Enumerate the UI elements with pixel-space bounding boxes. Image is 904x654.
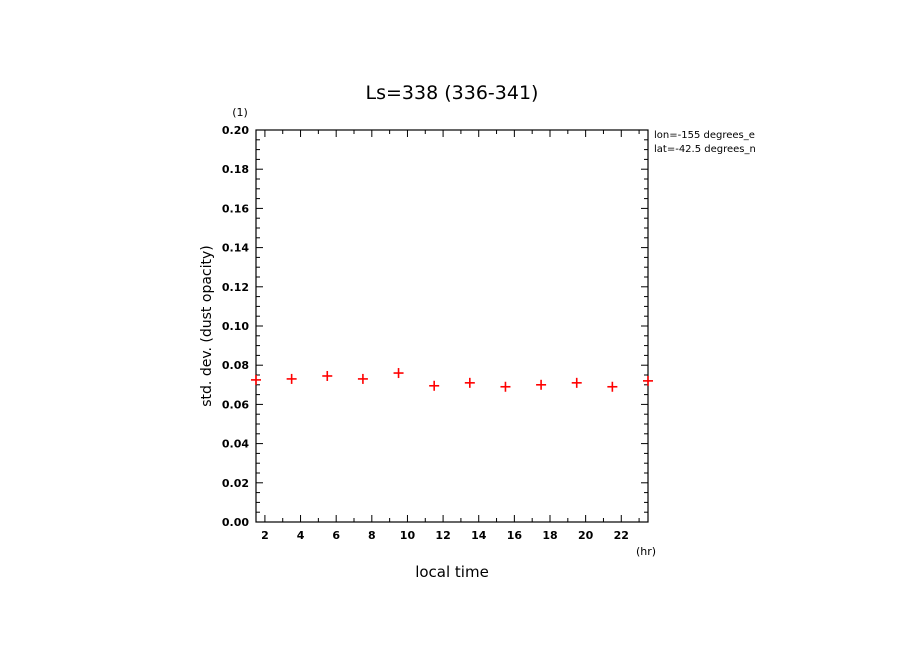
x-tick-label: 8 [368, 529, 376, 542]
data-points [251, 368, 653, 392]
data-point [429, 380, 440, 391]
data-point [500, 381, 511, 392]
data-point [251, 374, 261, 385]
x-tick-label: 10 [400, 529, 416, 542]
x-tick-label: 12 [435, 529, 450, 542]
data-point [643, 375, 653, 386]
x-tick-label: 18 [542, 529, 557, 542]
y-tick-label: 0.20 [222, 124, 249, 137]
y-tick-label: 0.06 [222, 398, 249, 411]
y-tick-label: 0.02 [222, 477, 249, 490]
x-tick-label: 22 [614, 529, 629, 542]
x-axis-label: local time [415, 563, 489, 581]
x-tick-label: 6 [332, 529, 340, 542]
chart-title: Ls=338 (336-341) [366, 82, 539, 104]
y-tick-label: 0.14 [222, 242, 249, 255]
y-tick-label: 0.00 [222, 516, 249, 529]
x-tick-label: 16 [507, 529, 523, 542]
y-tick-label: 0.18 [222, 163, 249, 176]
y-tick-label: 0.12 [222, 281, 249, 294]
data-point [357, 373, 368, 384]
data-point [607, 381, 618, 392]
axis-ticks: 0.00 0.02 0.04 0.06 0.08 0.10 0.12 0.14 0.16 0.18… [222, 124, 648, 542]
y-tick-label: 0.16 [222, 202, 249, 215]
plot-frame [255, 129, 649, 523]
y-tick-label: 0.10 [222, 320, 249, 333]
data-point [571, 377, 582, 388]
x-tick-label: 4 [297, 529, 305, 542]
annotation-lat: lat=-42.5 degrees_n [654, 144, 756, 155]
y-unit-label: (1) [232, 106, 248, 119]
y-axis-label: std. dev. (dust opacity) [199, 245, 215, 406]
y-tick-label: 0.08 [222, 359, 249, 372]
x-tick-label: 20 [578, 529, 594, 542]
y-tick-label: 0.04 [222, 438, 249, 451]
data-point [536, 379, 547, 390]
data-point [393, 368, 404, 379]
data-point [286, 373, 297, 384]
data-point [464, 377, 475, 388]
data-point [322, 370, 333, 381]
x-tick-label: 14 [471, 529, 487, 542]
annotation-lon: lon=-155 degrees_e [654, 130, 755, 141]
x-unit-label: (hr) [636, 545, 656, 558]
x-tick-label: 2 [261, 529, 269, 542]
